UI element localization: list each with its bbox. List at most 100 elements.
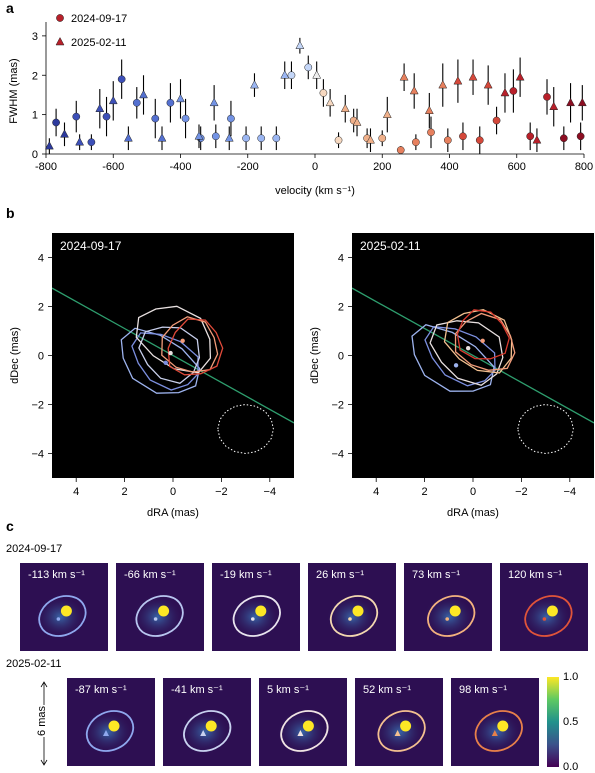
data-point-circle <box>257 134 266 143</box>
data-point-circle <box>52 118 60 127</box>
y-tick-label: 0 <box>38 351 44 363</box>
data-point-triangle <box>483 80 493 89</box>
emission-glow <box>373 710 426 754</box>
panel-a-fwhm-plot: -800 -600 -400 -200 0 200 400 600 800 0 1 2 3 velocit… <box>8 13 593 197</box>
peak-marker <box>400 720 412 732</box>
channel-map <box>520 595 573 639</box>
channel-map <box>326 595 379 639</box>
peak-marker <box>255 605 267 617</box>
velocity-channel-image: -41 km s⁻¹ <box>163 678 251 766</box>
panel-c-row2-date: 2025-02-11 <box>6 658 62 670</box>
data-point-circle <box>181 114 190 123</box>
data-point-triangle <box>352 117 362 126</box>
channel-map <box>276 710 329 754</box>
x-tick-label: 4 <box>373 486 379 498</box>
data-point-triangle <box>438 80 448 89</box>
panel-title: 2025-02-11 <box>360 239 421 253</box>
centroid-marker <box>542 617 547 621</box>
y-tick-label: −4 <box>331 449 344 461</box>
component-centroid <box>168 350 173 356</box>
centroid-marker <box>56 617 61 621</box>
major-axis-line <box>352 287 594 424</box>
peak-marker <box>205 720 217 732</box>
data-point-triangle <box>577 97 587 107</box>
y-tick-label: 4 <box>38 253 44 265</box>
velocity-label: 52 km s⁻¹ <box>363 684 411 696</box>
velocity-channel-image: -113 km s⁻¹ <box>20 563 108 651</box>
contour-outline <box>135 595 184 637</box>
figure-canvas: -800 -600 -400 -200 0 200 400 600 8000123velocit… <box>8 13 594 519</box>
data-point-triangle <box>60 129 69 138</box>
x-tick-label: 0 <box>312 161 318 173</box>
data-point-triangle <box>500 87 510 97</box>
component-contour <box>411 323 495 392</box>
colorbar-tick-max: 1.0 <box>563 671 579 683</box>
panel-b-right-position-plot: 2025-02-11 4 2 0 −2 −4 −4 −2 0 2 4 dRA (mas) dDec (m… <box>309 233 594 519</box>
data-point-circle <box>334 136 343 145</box>
x-tick-label: 0 <box>170 486 176 498</box>
velocity-channel-image: 120 km s⁻¹ <box>500 563 588 651</box>
velocity-channel-image: 73 km s⁻¹ <box>404 563 492 651</box>
data-point-triangle <box>75 137 85 146</box>
velocity-channel-image: -87 km s⁻¹ <box>67 678 155 766</box>
emission-glow <box>131 595 184 639</box>
data-point-triangle <box>139 89 148 99</box>
y-axis-label: FWHM (mas) <box>8 58 20 123</box>
x-axis-label: velocity (km s⁻¹) <box>275 185 355 197</box>
colorbar-gradient <box>547 677 559 767</box>
data-point-circle <box>378 134 387 143</box>
y-tick-label: 0 <box>338 351 344 363</box>
scale-bar-label: 6 mas <box>35 705 48 737</box>
colorbar: 1.0 0.5 0.0 <box>547 671 578 773</box>
emission-glow <box>34 595 87 639</box>
velocity-channel-image: 5 km s⁻¹ <box>259 678 347 766</box>
channel-map <box>34 595 87 639</box>
contour-outline <box>377 710 426 752</box>
data-point-triangle <box>295 40 305 49</box>
data-point-circle <box>87 138 96 147</box>
data-point-triangle <box>157 133 167 142</box>
peak-marker <box>302 720 314 732</box>
data-point-triangle <box>409 85 419 95</box>
data-point-circle <box>151 114 160 123</box>
emission-glow <box>470 710 523 754</box>
data-point-circle <box>227 114 235 123</box>
velocity-channel-image: 26 km s⁻¹ <box>308 563 396 651</box>
emission-glow <box>326 595 378 639</box>
y-axis-label: dDec (mas) <box>309 327 321 384</box>
y-axis-label: dDec (mas) <box>9 327 21 384</box>
component-centroid <box>480 338 485 343</box>
centroid-marker <box>445 617 449 621</box>
contour-outline <box>232 595 281 637</box>
data-point-circle <box>526 132 535 141</box>
contour-outline <box>524 595 573 637</box>
x-axis-label: dRA (mas) <box>147 507 199 519</box>
centroid-marker <box>153 617 158 621</box>
x-axis-label: dRA (mas) <box>447 507 499 519</box>
y-tick-label: 1 <box>32 110 38 122</box>
velocity-label: 73 km s⁻¹ <box>412 569 460 581</box>
peak-marker <box>497 720 509 732</box>
contour-outline <box>280 710 329 752</box>
y-tick-label: −2 <box>31 400 44 412</box>
x-tick-label: 400 <box>440 161 458 173</box>
data-point-triangle <box>424 105 434 114</box>
peak-marker <box>108 720 120 732</box>
velocity-channel-image: -66 km s⁻¹ <box>116 563 204 651</box>
y-tick-label: 2 <box>338 302 344 314</box>
scale-bar: 6 mas <box>34 677 54 770</box>
emission-glow <box>228 595 281 639</box>
channel-map <box>131 595 184 639</box>
contour-outline <box>183 710 232 752</box>
x-tick-label: -400 <box>169 161 191 173</box>
major-axis-line <box>52 287 294 424</box>
y-tick-label: 4 <box>338 253 344 265</box>
x-tick-label: 200 <box>373 161 391 173</box>
x-tick-label: -800 <box>35 161 57 173</box>
component-contour <box>120 327 201 394</box>
component-centroid <box>465 345 471 351</box>
data-point-triangle <box>366 135 375 144</box>
data-point-circle <box>427 128 435 137</box>
data-point-circle <box>475 136 484 145</box>
data-point-triangle <box>123 133 133 142</box>
